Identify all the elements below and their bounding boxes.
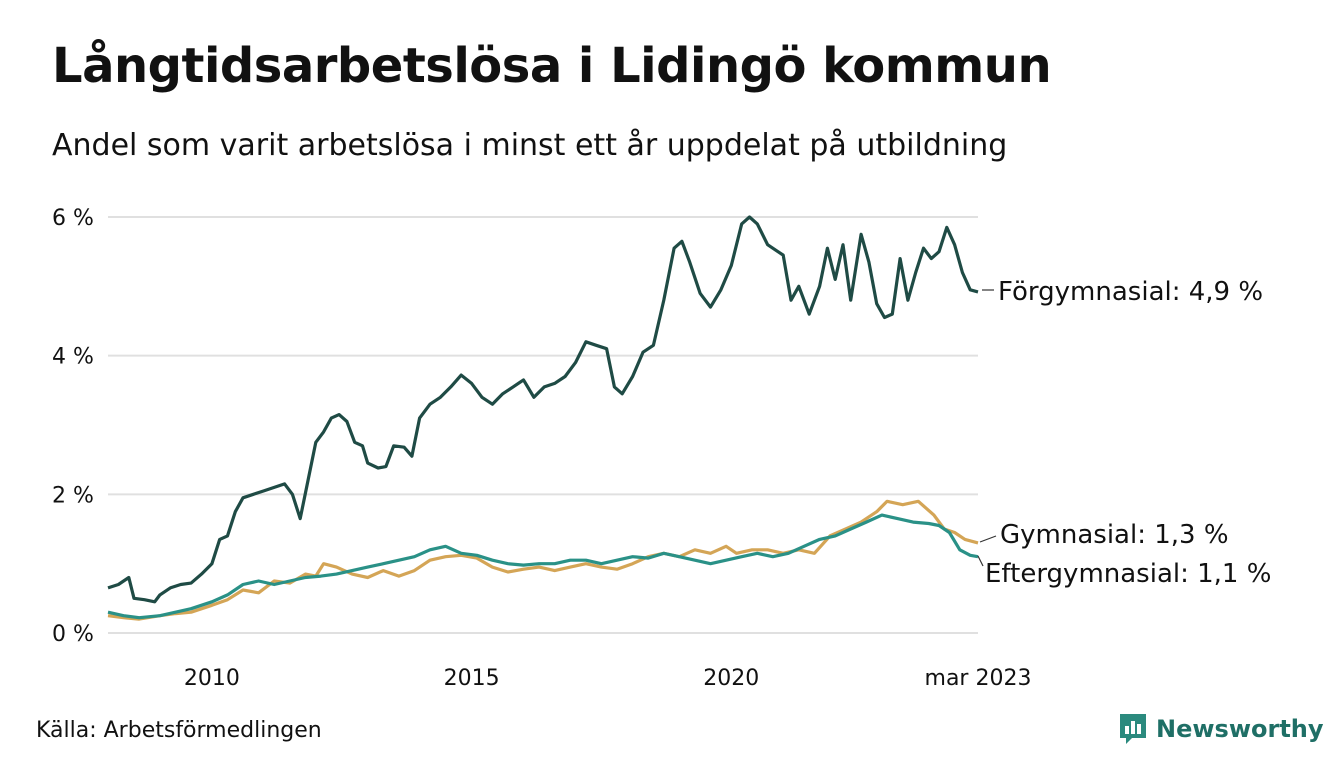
y-axis-ticks: 0 % 2 % 4 % 6 %: [52, 206, 94, 647]
y-tick-label: 2 %: [52, 483, 94, 508]
x-tick-label: 2010: [184, 666, 240, 691]
y-tick-label: 0 %: [52, 622, 94, 647]
chart-title: Långtidsarbetslösa i Lidingö kommun: [52, 38, 1052, 94]
series-end-label: Gymnasial: 1,3 %: [1000, 520, 1229, 550]
brand-name: Newsworthy: [1156, 715, 1324, 743]
series-end-label: Eftergymnasial: 1,1 %: [985, 559, 1271, 589]
label-leader-line: [977, 555, 984, 567]
series-lines: [107, 215, 979, 621]
series-end-label: Förgymnasial: 4,9 %: [998, 277, 1263, 307]
x-tick-label: 2020: [703, 666, 759, 691]
brand-logo: Newsworthy: [1118, 712, 1324, 746]
series-line-förgymnasial: [107, 215, 979, 604]
label-leader-line: [979, 535, 997, 543]
newsworthy-logo-icon: [1120, 714, 1146, 744]
y-tick-label: 6 %: [52, 206, 94, 231]
grid-lines: [108, 216, 978, 634]
line-chart: 0 % 2 % 4 % 6 % 2010 2015 2020 mar 2023 Förgym…: [52, 206, 1271, 691]
x-tick-label: mar 2023: [925, 666, 1032, 691]
source-note: Källa: Arbetsförmedlingen: [36, 718, 322, 743]
y-tick-label: 4 %: [52, 345, 94, 370]
x-axis-ticks: 2010 2015 2020 mar 2023: [184, 666, 1032, 691]
chart-subtitle: Andel som varit arbetslösa i minst ett å…: [52, 128, 1008, 163]
series-end-labels: Förgymnasial: 4,9 % Gymnasial: 1,3 % Efter…: [977, 277, 1271, 589]
series-line-gymnasial: [107, 499, 979, 621]
series-line-eftergymnasial: [107, 513, 979, 620]
x-tick-label: 2015: [444, 666, 500, 691]
